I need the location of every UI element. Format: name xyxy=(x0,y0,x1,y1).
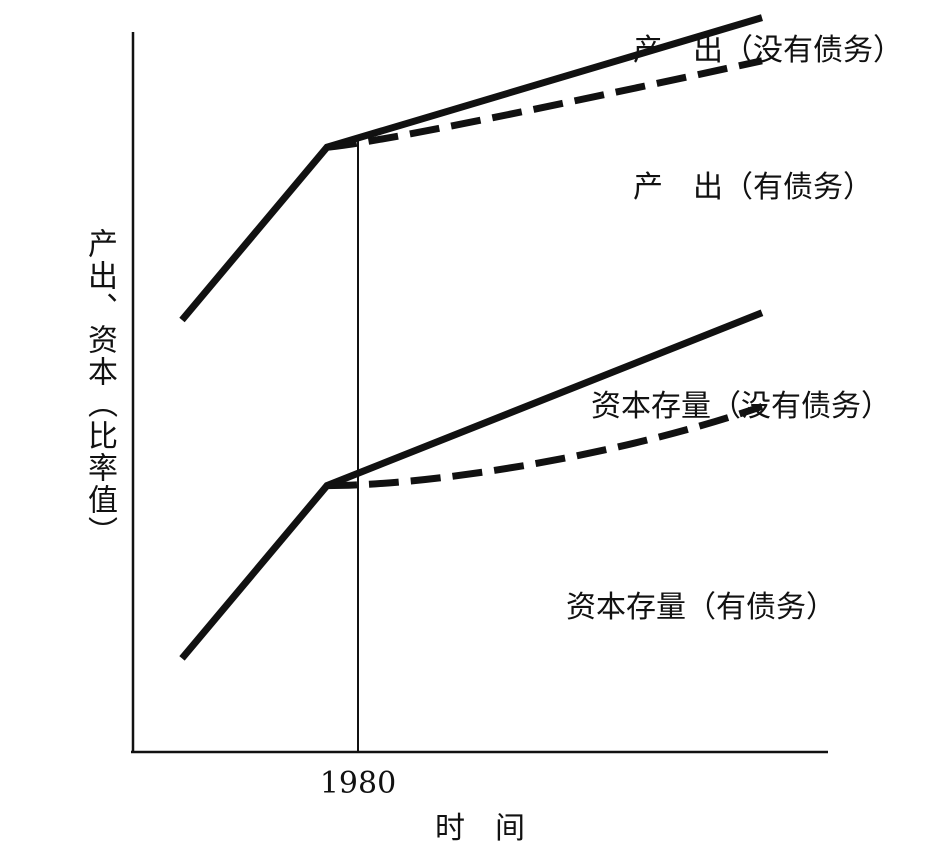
x-axis-label: 时 间 xyxy=(435,811,525,846)
y-axis-label: 产出、资本（比率值） xyxy=(82,228,117,548)
series-layer xyxy=(179,14,764,661)
series-label-output-no-debt: 产 出（没有债务） xyxy=(633,33,903,68)
series-label-capital-with-debt: 资本存量（有债务） xyxy=(566,590,836,625)
series-label-output-with-debt: 产 出（有债务） xyxy=(633,170,873,205)
series-label-capital-no-debt: 资本存量（没有债务） xyxy=(591,389,891,424)
series-line-output-with-debt xyxy=(326,57,763,151)
x-tick-label: 1980 xyxy=(320,766,396,801)
series-line-capital-with-debt xyxy=(326,403,764,490)
